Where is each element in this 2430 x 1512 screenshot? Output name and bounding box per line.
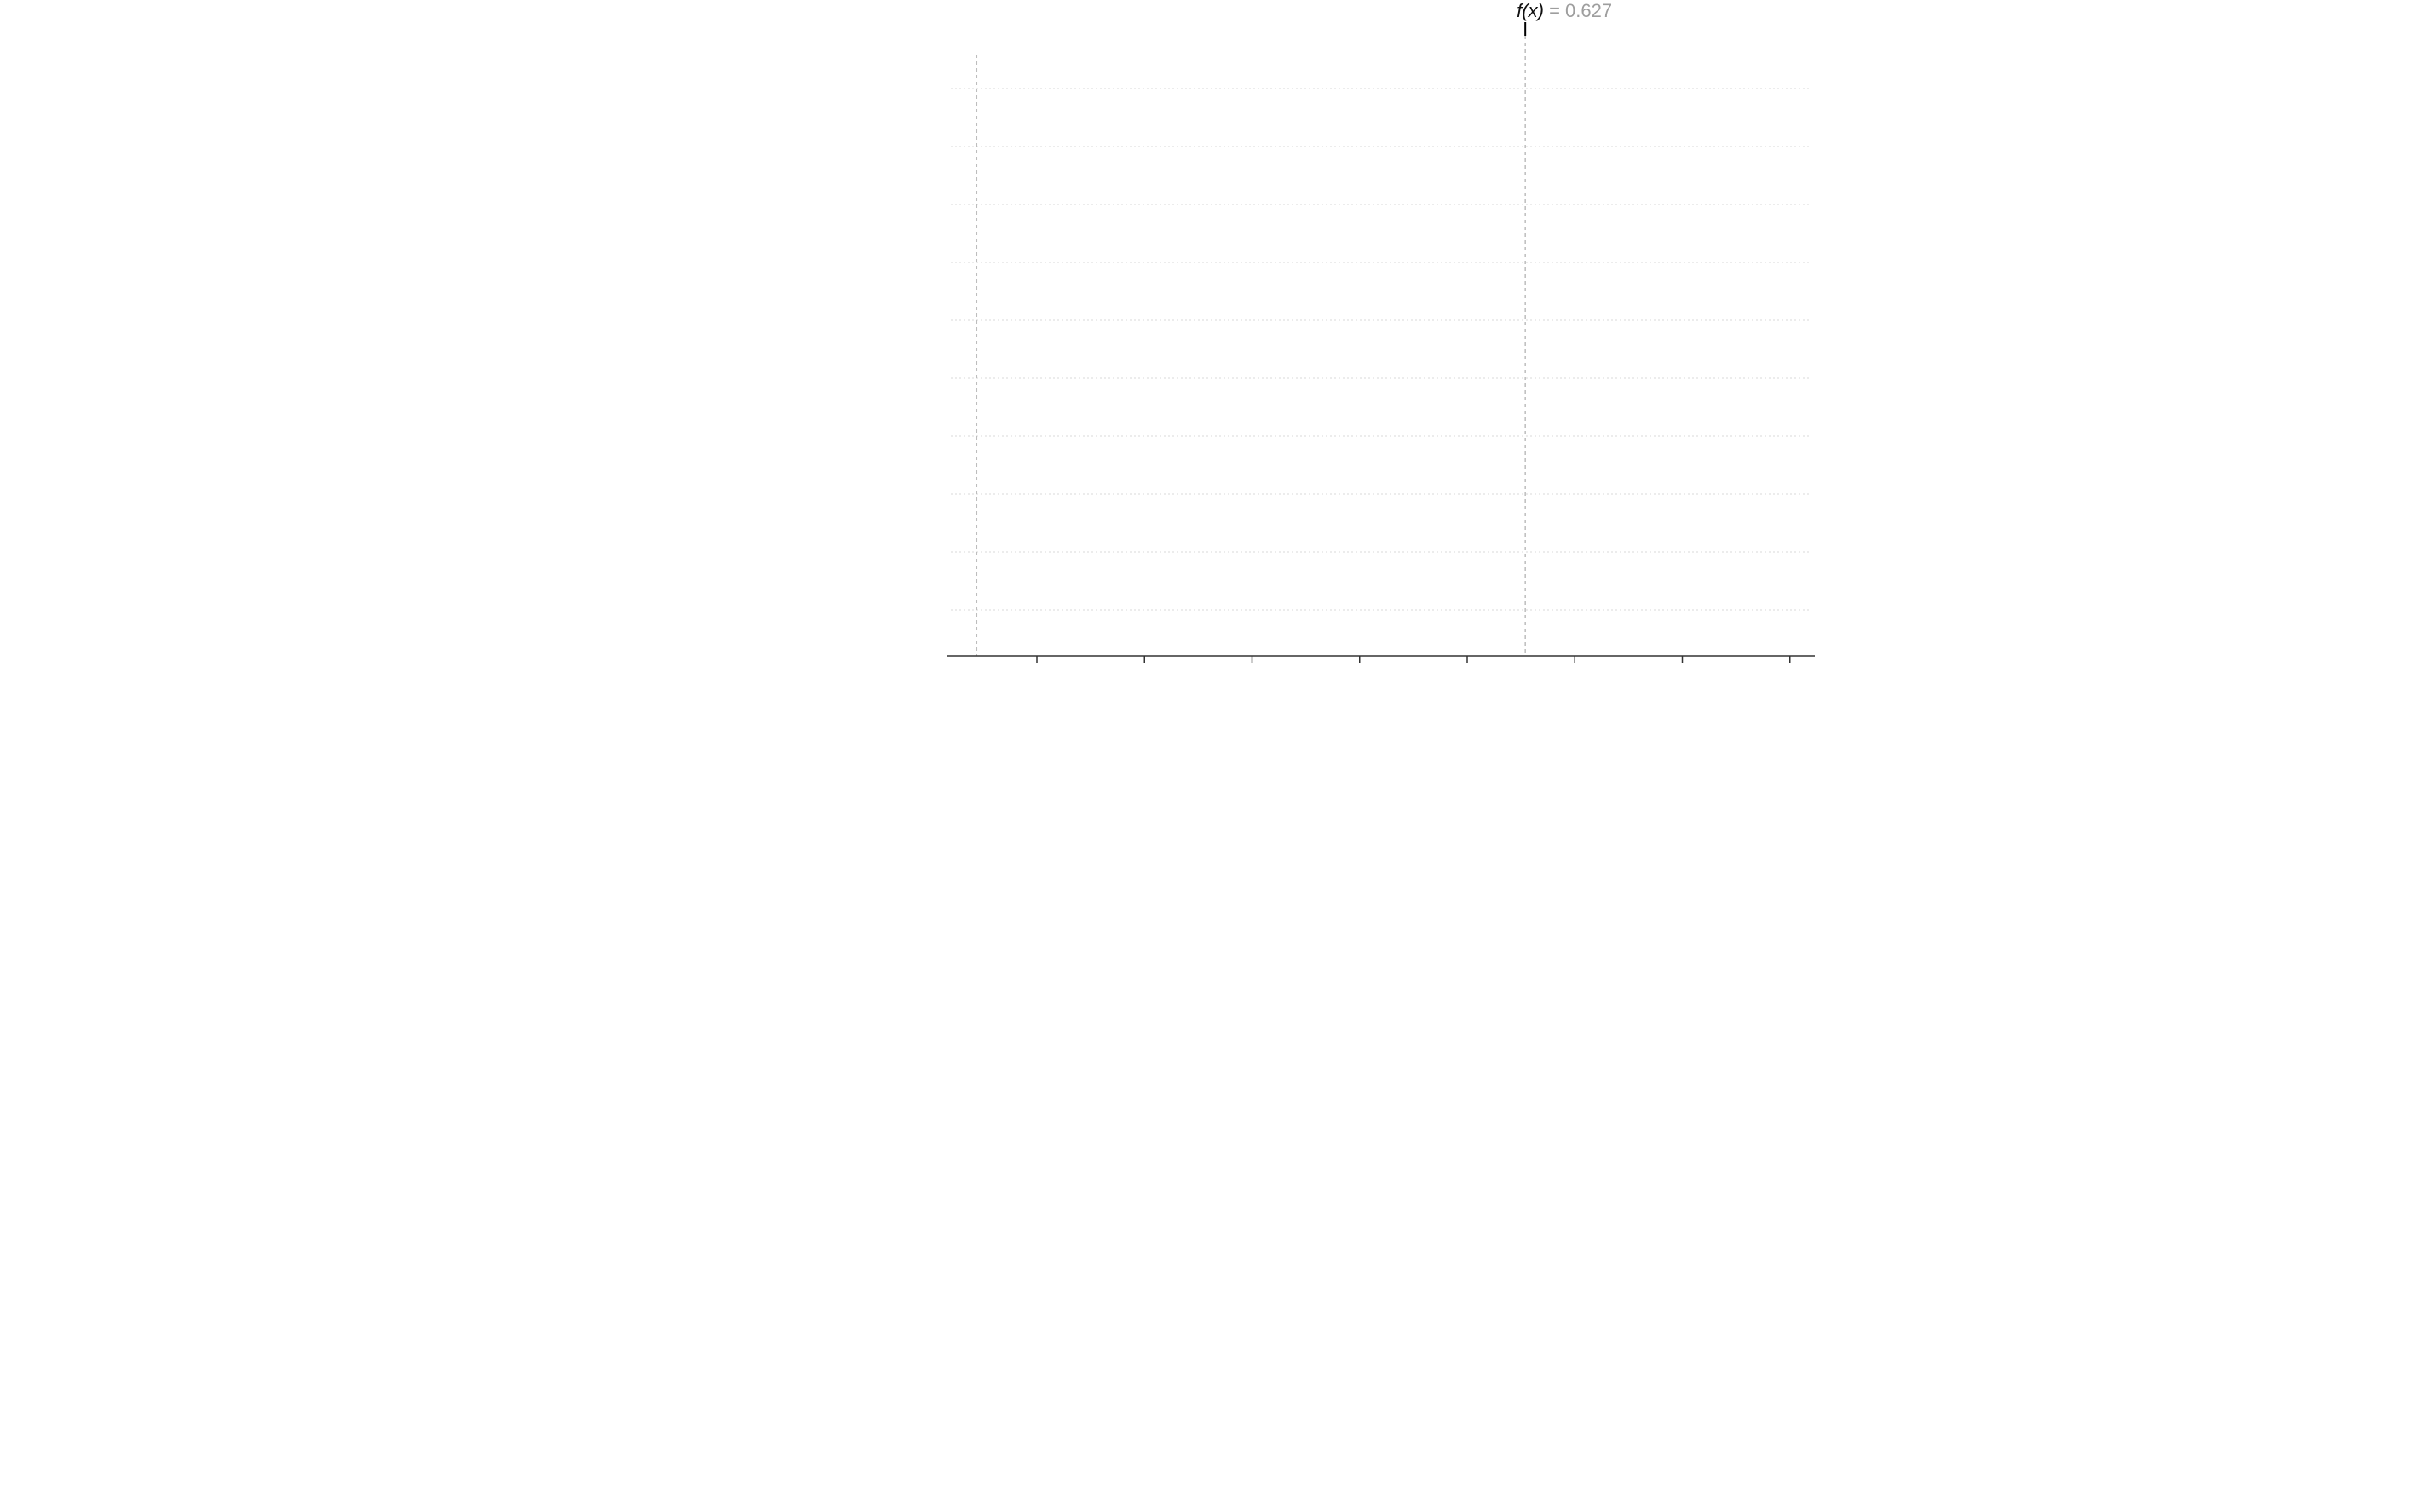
fx-label: f(x) = 0.627 xyxy=(1517,0,1612,21)
shap-waterfall-chart: f(x) = 0.627 xyxy=(584,0,1846,784)
chart-bg xyxy=(584,0,1846,784)
